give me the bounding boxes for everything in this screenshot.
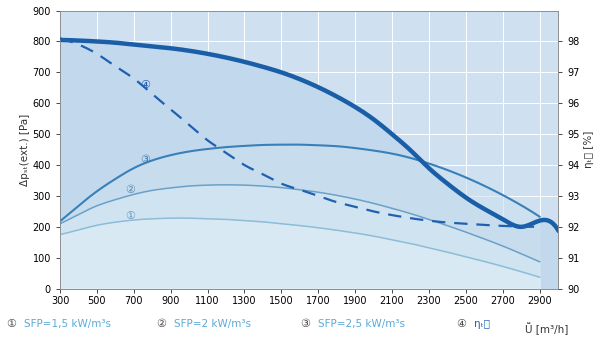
Text: SFP=2,5 kW/m³s: SFP=2,5 kW/m³s (318, 319, 405, 329)
Text: ①: ① (125, 211, 135, 221)
Text: ηₜℊ: ηₜℊ (474, 319, 490, 329)
Text: ④: ④ (140, 80, 150, 90)
Text: ④: ④ (456, 319, 466, 329)
Y-axis label: Δpₛₜ(ext.) [Pa]: Δpₛₜ(ext.) [Pa] (20, 113, 29, 186)
Y-axis label: ηₜℊ [%]: ηₜℊ [%] (584, 131, 593, 168)
Text: ②: ② (156, 319, 166, 329)
Text: ②: ② (125, 186, 135, 195)
Text: ③: ③ (140, 156, 150, 165)
Text: SFP=2 kW/m³s: SFP=2 kW/m³s (174, 319, 251, 329)
Text: SFP=1,5 kW/m³s: SFP=1,5 kW/m³s (24, 319, 111, 329)
Text: Ṻ [m³/h]: Ṻ [m³/h] (524, 322, 568, 335)
Text: ①: ① (6, 319, 16, 329)
Text: ③: ③ (300, 319, 310, 329)
